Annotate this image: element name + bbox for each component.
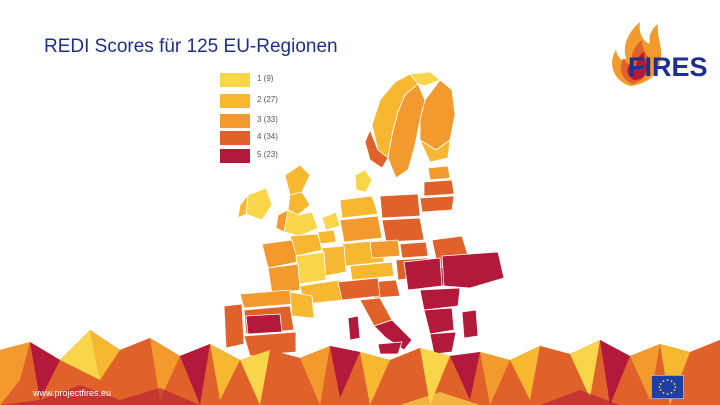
region-greece-south <box>429 331 457 355</box>
region-denmark <box>354 169 373 193</box>
region-germany-north <box>339 195 379 219</box>
region-bulgaria-west <box>403 257 443 291</box>
legend-swatch <box>220 73 250 87</box>
region-wales <box>275 209 289 233</box>
region-austria <box>349 261 395 281</box>
region-spain-castilla <box>245 313 283 335</box>
region-england-north <box>287 191 311 216</box>
legend-label: 3 (33) <box>257 115 278 124</box>
region-norway-north <box>409 71 441 87</box>
region-czech <box>369 239 401 259</box>
region-greece-north <box>419 287 461 311</box>
legend-label: 5 (23) <box>257 150 278 159</box>
region-aegean <box>461 309 479 339</box>
region-finland-south <box>419 138 451 163</box>
logo-text: FIRES <box>628 52 708 82</box>
page-title: REDI Scores für 125 EU-Regionen <box>44 36 338 57</box>
region-bulgaria-east <box>441 251 505 289</box>
region-portugal <box>223 303 245 349</box>
legend-swatch <box>220 131 250 145</box>
legend-label: 1 (9) <box>257 74 274 83</box>
region-ireland-west <box>237 193 249 219</box>
legend-swatch <box>220 114 250 128</box>
region-france-southwest <box>267 263 301 295</box>
region-scotland <box>284 164 311 196</box>
legend-label: 4 (34) <box>257 132 278 141</box>
region-germany-mid <box>339 215 383 243</box>
footer-url[interactable]: www.projectfires.eu <box>33 388 112 398</box>
region-italy-south <box>373 319 413 351</box>
legend-label: 2 (27) <box>257 95 278 104</box>
region-lithuania <box>419 195 455 213</box>
region-poland-north <box>379 193 421 219</box>
region-netherlands <box>321 211 341 231</box>
legend-item: 3 (33) <box>220 114 340 128</box>
region-spain-south <box>243 331 297 357</box>
region-sardinia <box>347 315 361 341</box>
eu-flag-icon <box>651 375 684 399</box>
flame-icon <box>612 22 662 86</box>
region-sicily <box>377 341 403 355</box>
region-greece-central <box>423 307 455 335</box>
legend-swatch <box>220 94 250 108</box>
legend-item: 1 (9) <box>220 73 340 87</box>
region-norway-west <box>364 128 389 169</box>
region-slovakia <box>399 241 429 259</box>
fires-logo <box>612 22 662 86</box>
region-estonia <box>427 165 451 181</box>
legend-swatch <box>220 149 250 163</box>
region-poland-south <box>381 217 425 243</box>
legend-item: 2 (27) <box>220 94 340 108</box>
legend-item: 4 (34) <box>220 131 340 145</box>
region-italy-north <box>337 277 381 301</box>
region-latvia <box>423 179 455 197</box>
legend-item: 5 (23) <box>220 149 340 163</box>
region-spain-northeast <box>289 291 315 319</box>
